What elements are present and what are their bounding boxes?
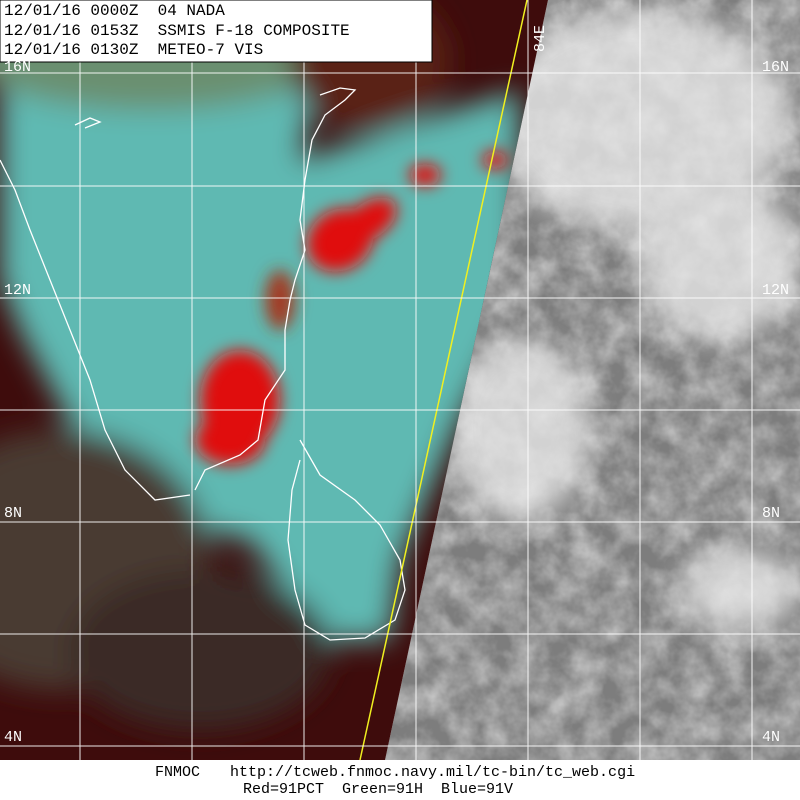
header-line: 12/01/16 0000Z 04 NADA — [4, 2, 225, 20]
lat-label: 16N — [762, 59, 789, 76]
header-line: 12/01/16 0153Z SSMIS F-18 COMPOSITE — [4, 22, 350, 40]
lat-label: 8N — [762, 505, 780, 522]
visible-imagery — [385, 0, 800, 760]
footer-bg — [0, 760, 800, 800]
swath-edge — [359, 0, 528, 761]
header-line: 12/01/16 0130Z METEO-7 VIS — [4, 41, 263, 59]
footer-channels: Red=91PCT Green=91H Blue=91V — [243, 781, 513, 798]
lat-lon-grid — [79, 0, 753, 760]
footer-url: http://tcweb.fnmoc.navy.mil/tc-bin/tc_we… — [230, 764, 635, 781]
lat-label: 16N — [4, 59, 31, 76]
lat-label: 12N — [762, 282, 789, 299]
lat-label: 4N — [4, 729, 22, 746]
header-box — [0, 0, 433, 63]
lat-label: 8N — [4, 505, 22, 522]
lat-label: 4N — [762, 729, 780, 746]
lat-label: 12N — [4, 282, 31, 299]
lon-label: 84E — [532, 25, 549, 52]
footer-source: FNMOC — [155, 764, 200, 781]
